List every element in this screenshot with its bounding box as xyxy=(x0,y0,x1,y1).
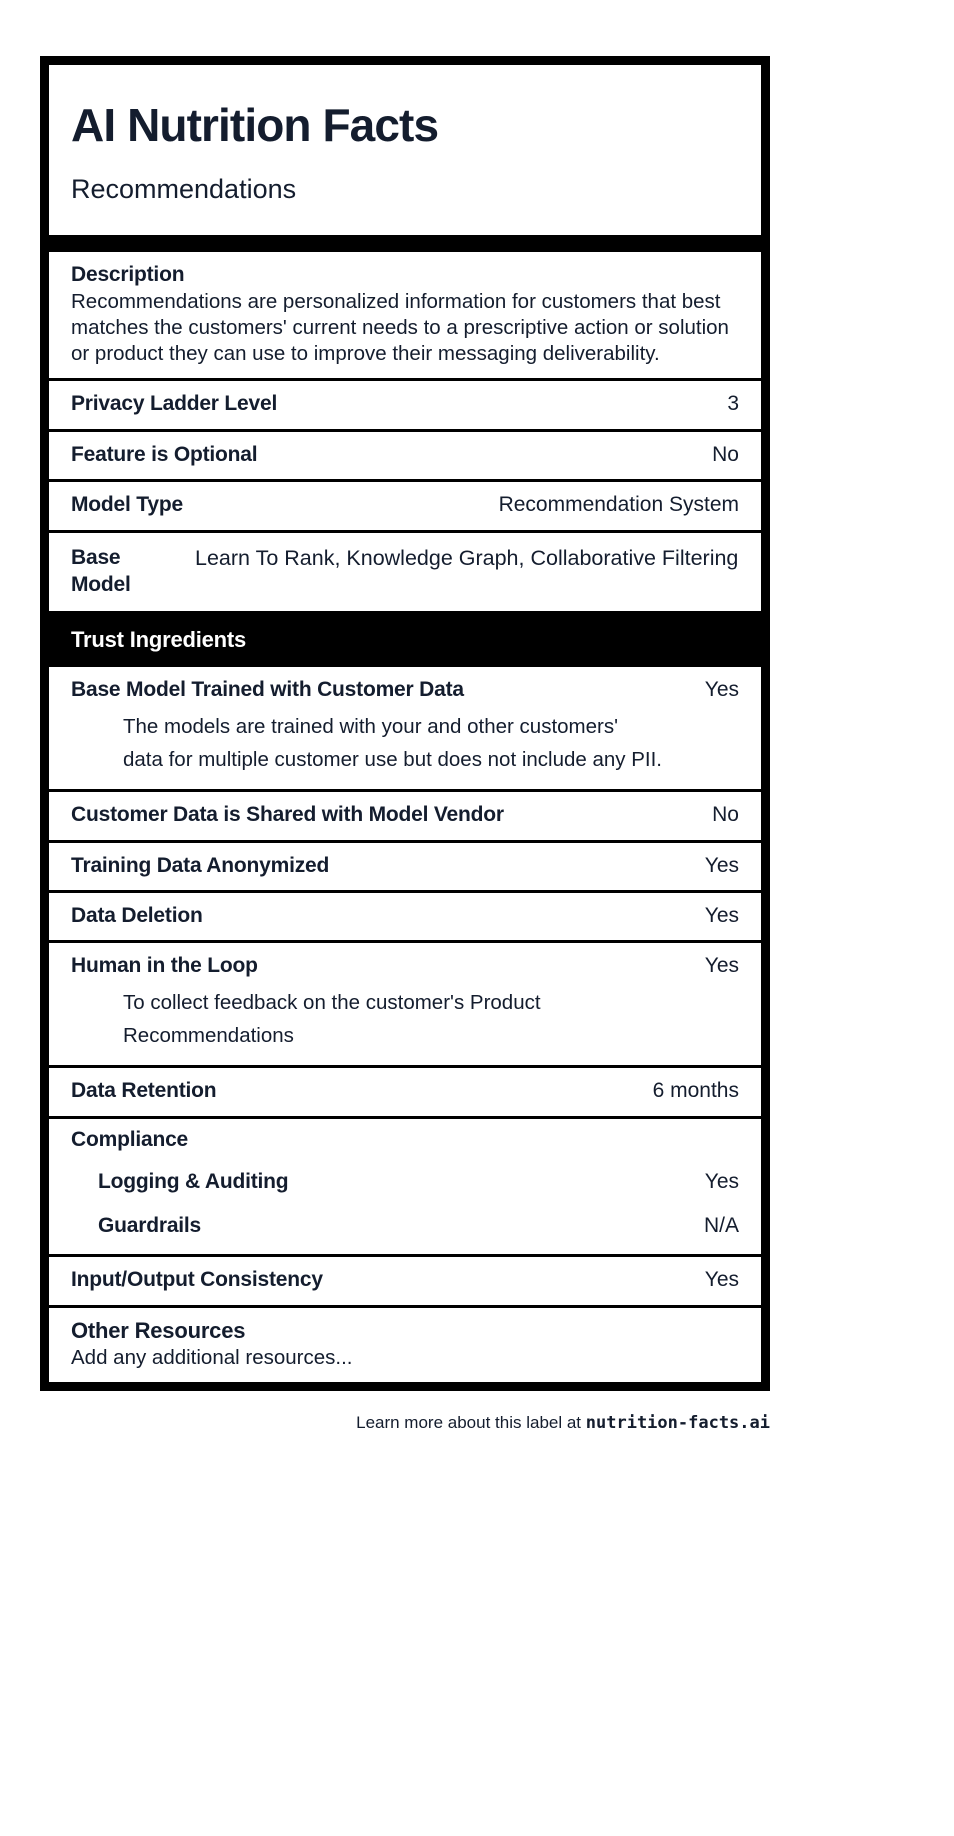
row-label-feature-is-optional: Feature is Optional xyxy=(71,442,258,466)
row-value-logging-auditing: Yes xyxy=(704,1169,739,1193)
table-row-base-model-trained: Base Model Trained with Customer Data Ye… xyxy=(49,667,761,793)
table-row: Input/Output Consistency Yes xyxy=(49,1257,761,1308)
compliance-title: Compliance xyxy=(71,1127,189,1151)
base-model-label-line2: Model xyxy=(71,573,131,597)
table-row: Data Retention 6 months xyxy=(49,1068,761,1119)
row-label-human-in-the-loop: Human in the Loop xyxy=(71,954,258,978)
other-resources-title: Other Resources xyxy=(71,1317,246,1343)
row-label-privacy-ladder-level: Privacy Ladder Level xyxy=(71,392,278,416)
row-value-base-model-trained: Yes xyxy=(704,678,739,702)
compliance-item-logging-auditing: Logging & Auditing Yes xyxy=(71,1168,739,1196)
row-value-privacy-ladder-level: 3 xyxy=(727,392,739,416)
row-label-input-output-consistency: Input/Output Consistency xyxy=(71,1268,323,1292)
row-value-data-retention: 6 months xyxy=(652,1079,739,1103)
footer-prefix: Learn more about this label at xyxy=(356,1413,586,1433)
compliance-group: Compliance Logging & Auditing Yes Guardr… xyxy=(49,1119,761,1258)
row-label-training-data-anonymized: Training Data Anonymized xyxy=(71,853,330,877)
row-value-model-type: Recommendation System xyxy=(498,493,739,517)
footer-link-nutrition-facts[interactable]: nutrition-facts.ai xyxy=(585,1413,770,1434)
row-value-base-model: Learn To Rank, Knowledge Graph, Collabor… xyxy=(195,545,739,570)
card-header: AI Nutrition Facts Recommendations xyxy=(49,56,761,239)
row-label-base-model-trained: Base Model Trained with Customer Data xyxy=(71,678,464,702)
other-resources-subtitle: Add any additional resources... xyxy=(71,1345,353,1369)
row-value-guardrails: N/A xyxy=(703,1213,739,1237)
footer: Learn more about this label at nutrition… xyxy=(40,1391,770,1433)
row-value-training-data-anonymized: Yes xyxy=(704,853,739,877)
row-label-logging-auditing: Logging & Auditing xyxy=(98,1169,289,1193)
table-row: Training Data Anonymized Yes xyxy=(49,843,761,893)
row-head: Base Model Trained with Customer Data Ye… xyxy=(71,676,739,704)
row-head: Human in the Loop Yes xyxy=(71,952,739,980)
row-value-customer-data-shared: No xyxy=(712,803,739,827)
ai-nutrition-facts-card: AI Nutrition Facts Recommendations Descr… xyxy=(40,56,770,1392)
row-note-base-model-trained: The models are trained with your and oth… xyxy=(123,714,662,772)
base-model-label-line1: Base xyxy=(71,545,121,569)
table-row: Data Deletion Yes xyxy=(49,893,761,944)
page-subtitle: Recommendations xyxy=(71,174,297,205)
table-row: Model Type Recommendation System xyxy=(49,482,761,533)
table-row-human-in-the-loop: Human in the Loop Yes To collect feedbac… xyxy=(49,943,761,1069)
trust-ingredients-title: Trust Ingredients xyxy=(71,626,247,652)
row-value-feature-is-optional: No xyxy=(712,442,739,466)
page-title: AI Nutrition Facts xyxy=(71,99,439,151)
row-value-human-in-the-loop: Yes xyxy=(704,954,739,978)
row-label-customer-data-shared: Customer Data is Shared with Model Vendo… xyxy=(71,803,504,827)
row-label-data-retention: Data Retention xyxy=(71,1079,217,1103)
header-divider xyxy=(49,238,761,252)
table-row: Customer Data is Shared with Model Vendo… xyxy=(49,792,761,843)
row-label-data-deletion: Data Deletion xyxy=(71,903,203,927)
row-label-guardrails: Guardrails xyxy=(98,1213,202,1237)
other-resources-block: Other Resources Add any additional resou… xyxy=(49,1308,761,1392)
row-value-data-deletion: Yes xyxy=(704,903,739,927)
row-label-model-type: Model Type xyxy=(71,493,183,517)
row-note-human-in-the-loop: To collect feedback on the customer's Pr… xyxy=(123,990,541,1048)
trust-ingredients-banner: Trust Ingredients xyxy=(49,613,761,668)
table-row: Feature is Optional No xyxy=(49,432,761,483)
compliance-item-guardrails: Guardrails N/A xyxy=(71,1212,739,1240)
table-row: Privacy Ladder Level 3 xyxy=(49,381,761,432)
table-row-base-model: Base Model Learn To Rank, Knowledge Grap… xyxy=(49,533,761,614)
description-text: Recommendations are personalized informa… xyxy=(71,289,729,365)
description-label: Description xyxy=(71,262,185,286)
description-block: Description Recommendations are personal… xyxy=(49,252,761,382)
row-value-input-output-consistency: Yes xyxy=(704,1268,739,1292)
row-label-base-model: Base Model xyxy=(71,544,195,599)
